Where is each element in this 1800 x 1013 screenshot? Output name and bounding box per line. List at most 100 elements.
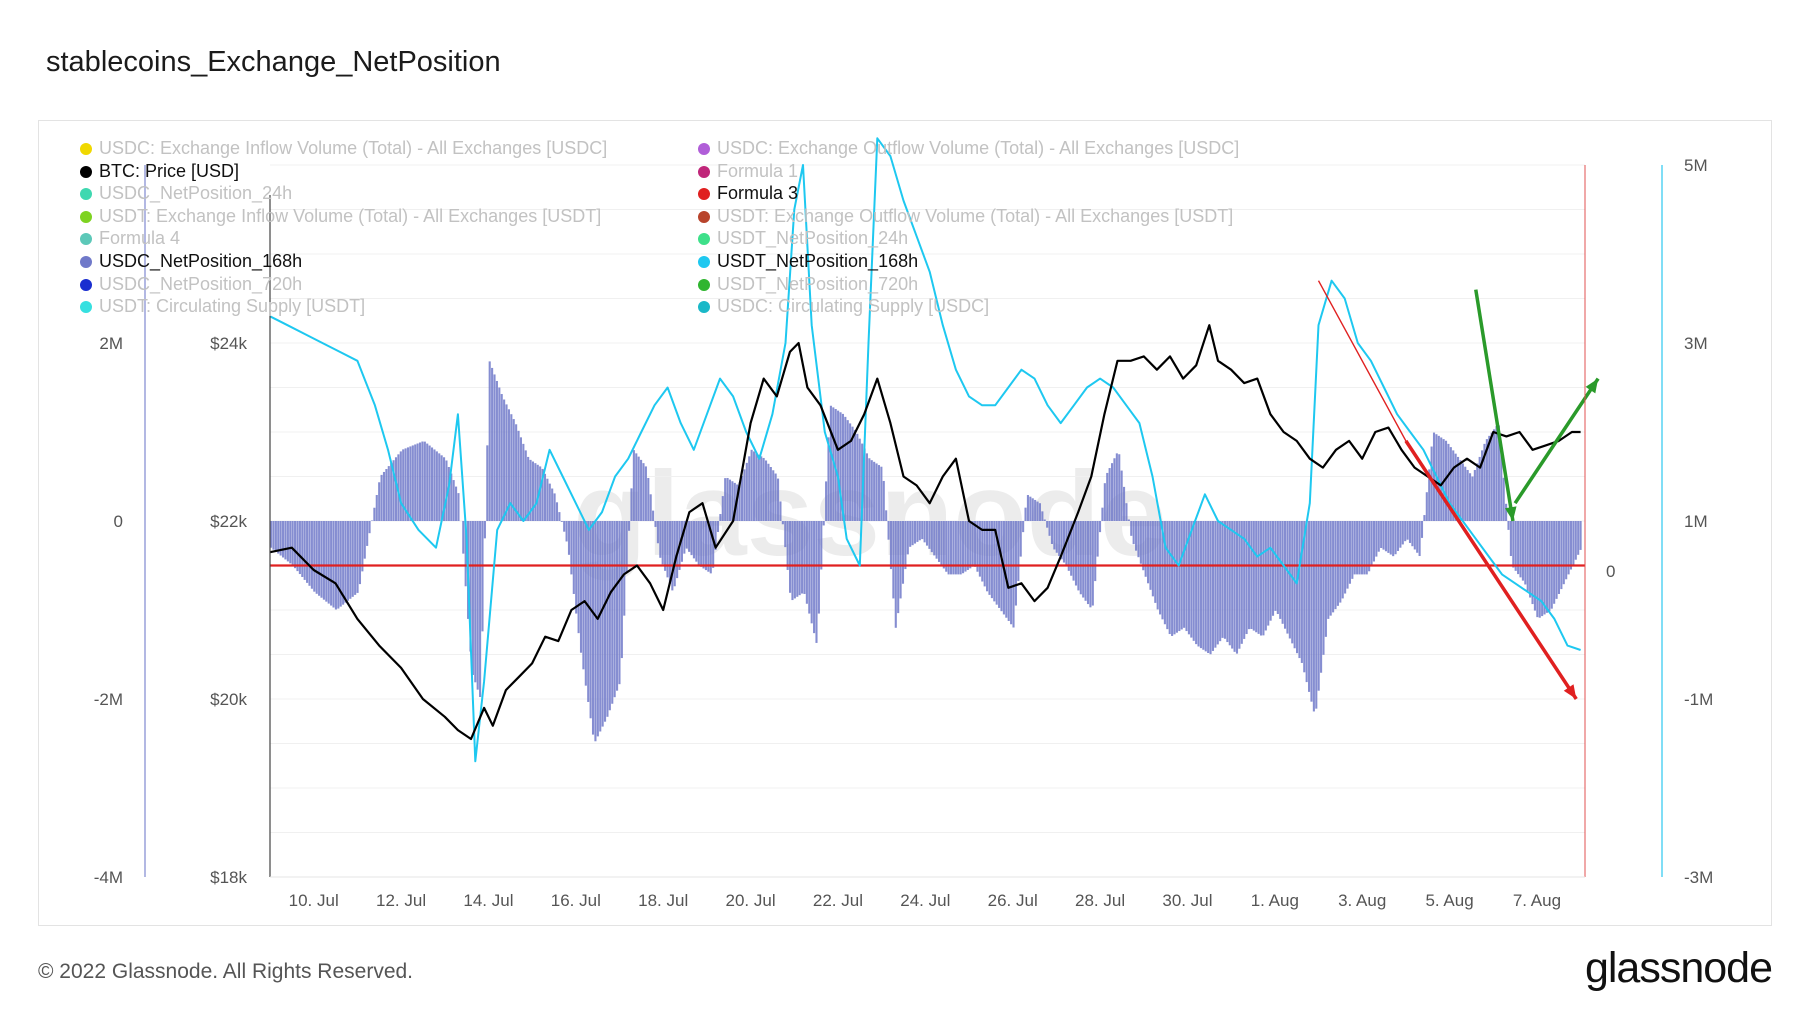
usdc-netposition-bar	[810, 521, 813, 624]
usdc-netposition-bar	[1226, 521, 1229, 643]
legend-item[interactable]: USDT_NetPosition_24h	[698, 228, 908, 249]
usdc-netposition-bar	[1048, 521, 1051, 536]
usdt-axis-tick: -3M	[1684, 868, 1713, 887]
usdc-netposition-bar	[284, 521, 287, 560]
legend-item[interactable]: Formula 1	[698, 161, 798, 182]
usdc-netposition-bar	[1329, 521, 1332, 616]
legend-item[interactable]: USDC: Exchange Inflow Volume (Total) - A…	[80, 138, 607, 159]
legend-item[interactable]: Formula 4	[80, 228, 180, 249]
legend-item[interactable]: USDC: Exchange Outflow Volume (Total) - …	[698, 138, 1239, 159]
usdc-netposition-bar	[1300, 521, 1303, 663]
usdc-netposition-bar	[947, 521, 950, 575]
usdc-netposition-bar	[1204, 521, 1207, 652]
legend-item[interactable]: USDT: Exchange Outflow Volume (Total) - …	[698, 206, 1233, 227]
usdc-netposition-bar	[479, 521, 482, 697]
legend-marker-icon	[698, 301, 710, 314]
usdc-netposition-bar	[1454, 453, 1457, 521]
price-axis-tick: $22k	[210, 512, 247, 531]
glassnode-logo: glassnode	[1584, 944, 1773, 992]
usdc-netposition-bar	[1089, 521, 1092, 608]
usdc-netposition-bar	[728, 479, 732, 521]
usdc-netposition-bar	[930, 521, 933, 553]
usdc-netposition-bar	[1235, 521, 1239, 654]
usdc-netposition-bar	[700, 521, 703, 567]
legend-item[interactable]: USDT: Exchange Inflow Volume (Total) - A…	[80, 206, 601, 227]
usdc-netposition-bar	[1363, 521, 1366, 575]
legend-item[interactable]: USDT_NetPosition_720h	[698, 274, 918, 295]
x-axis-tick: 18. Jul	[638, 891, 688, 910]
x-axis-tick: 20. Jul	[726, 891, 776, 910]
usdc-netposition-bar	[1211, 521, 1215, 651]
usdc-netposition-bar	[779, 501, 782, 521]
usdc-netposition-bar	[1464, 466, 1467, 521]
usdc-netposition-bar	[1050, 521, 1054, 544]
legend-label: USDC_NetPosition_720h	[99, 273, 303, 294]
legend-item[interactable]: BTC: Price [USD]	[80, 161, 239, 182]
usdc-netposition-bar	[1074, 521, 1078, 586]
legend-item[interactable]: USDC_NetPosition_24h	[80, 183, 292, 204]
usdc-netposition-bar	[1151, 521, 1154, 597]
usdc-netposition-bar	[1447, 443, 1450, 521]
usdc-netposition-bar	[1310, 521, 1313, 702]
usdc-netposition-bar	[825, 481, 828, 521]
usdc-netposition-bar	[1298, 521, 1301, 659]
annotations	[1317, 280, 1600, 700]
usdc-netposition-bar	[1082, 521, 1085, 598]
usdc-netposition-bar	[1017, 521, 1020, 582]
usdc-netposition-bar	[752, 451, 756, 521]
usdc-netposition-bar	[363, 521, 366, 559]
usdc-netposition-bar	[464, 521, 467, 587]
legend-label: USDT_NetPosition_168h	[717, 251, 919, 271]
usdc-netposition-bar	[1440, 437, 1443, 521]
usdc-netposition-bar	[774, 473, 777, 521]
usdc-netposition-bar	[411, 445, 414, 521]
usdc-netposition-bar	[1444, 440, 1448, 521]
usdc-netposition-bar	[563, 521, 566, 532]
usdc-axis-tick: 2M	[99, 334, 123, 353]
legend-marker-icon	[698, 233, 710, 246]
usdc-netposition-bar	[731, 481, 734, 521]
legend-label: USDT_NetPosition_24h	[717, 228, 909, 249]
usdc-netposition-bar	[1418, 521, 1421, 557]
usdc-netposition-bar	[392, 460, 395, 521]
usdc-axis-tick: -2M	[94, 690, 123, 709]
legend-item[interactable]: Formula 3	[698, 183, 798, 204]
usdc-netposition-bar	[426, 443, 429, 521]
usdc-netposition-bar	[892, 521, 895, 599]
usdc-netposition-bar	[673, 521, 676, 587]
usdc-netposition-bar	[1283, 521, 1287, 629]
usdc-netposition-bar	[351, 521, 354, 597]
chart-title: stablecoins_Exchange_NetPosition	[46, 46, 501, 78]
legend-item[interactable]: USDT_NetPosition_168h	[698, 251, 918, 272]
usdc-netposition-bar	[726, 477, 729, 521]
usdc-netposition-bar	[712, 521, 715, 568]
usdc-netposition-bar	[995, 521, 998, 605]
usdc-netposition-bar	[697, 521, 700, 565]
legend-item[interactable]: USDC_NetPosition_168h	[80, 251, 302, 272]
chart-panel	[38, 120, 1772, 926]
usdc-netposition-bar	[897, 521, 900, 614]
usdc-netposition-bar	[1348, 521, 1351, 584]
usdc-netposition-bar	[1197, 521, 1200, 647]
usdc-netposition-bar	[1481, 450, 1484, 521]
legend-item[interactable]: USDC: Circulating Supply [USDC]	[698, 296, 989, 317]
usdc-netposition-bar	[945, 521, 948, 572]
usdc-netposition-bar	[990, 521, 993, 599]
usdc-netposition-bar	[1207, 521, 1210, 654]
usdc-netposition-bar	[1322, 521, 1325, 655]
usdc-netposition-bar	[683, 521, 686, 554]
legend-item[interactable]: USDC_NetPosition_720h	[80, 274, 302, 295]
legend-item[interactable]: USDT: Circulating Supply [USDT]	[80, 296, 365, 317]
usdc-netposition-bar	[1166, 521, 1169, 630]
usdc-netposition-bar	[1247, 521, 1251, 630]
usdc-netposition-bar	[1120, 470, 1123, 521]
usdc-netposition-bar	[517, 430, 520, 521]
usdc-netposition-bar	[1046, 521, 1049, 528]
usdc-netposition-bar	[1466, 469, 1469, 521]
usdc-netposition-bar	[596, 521, 599, 737]
usdc-netposition-bar	[1005, 521, 1008, 618]
usdc-netposition-bar	[1281, 521, 1284, 624]
usdc-netposition-bar	[738, 482, 741, 521]
usdc-netposition-bar	[1053, 521, 1056, 550]
usdc-netposition-bar	[613, 521, 616, 698]
